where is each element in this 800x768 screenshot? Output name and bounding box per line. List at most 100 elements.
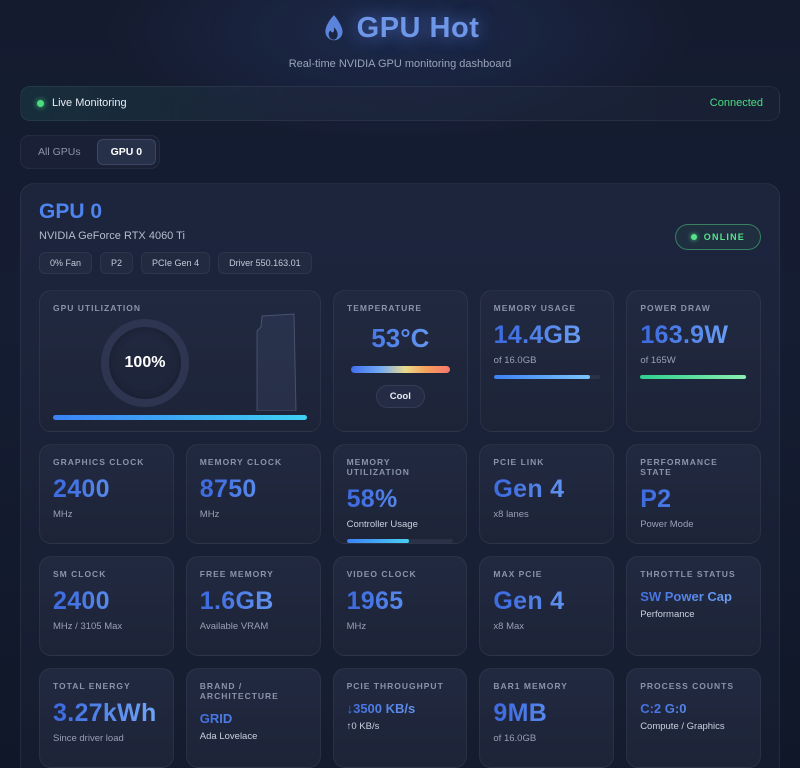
utilization-value: 100% <box>124 353 166 371</box>
online-status-badge: ONLINE <box>674 223 761 250</box>
performance-state-sub: Power Mode <box>640 518 694 530</box>
card-label: BAR1 MEMORY <box>493 680 568 691</box>
tab-all-gpus[interactable]: All GPUs <box>38 145 81 158</box>
app-header: GPU Hot Real-time NVIDIA GPU monitoring … <box>20 0 780 70</box>
sm-clock-sub: MHz / 3105 Max <box>53 620 123 632</box>
utilization-history-chart <box>256 312 297 411</box>
tab-gpu-0[interactable]: GPU 0 <box>96 138 157 165</box>
process-counts-sub: Compute / Graphics <box>640 720 725 732</box>
stats-row-3: SM CLOCK 2400 MHz / 3105 Max FREE MEMORY… <box>39 555 761 656</box>
free-memory-sub: Available VRAM <box>199 620 269 632</box>
video-clock-value: 1965 <box>347 587 454 616</box>
pstate-pill: P2 <box>100 251 134 274</box>
live-monitoring-label: Live Monitoring <box>52 97 127 109</box>
gpu-panel: GPU 0 NVIDIA GeForce RTX 4060 Ti 0% Fan … <box>20 182 780 768</box>
gpu-header: GPU 0 NVIDIA GeForce RTX 4060 Ti 0% Fan … <box>39 200 312 274</box>
page-subtitle: Real-time NVIDIA GPU monitoring dashboar… <box>288 57 512 70</box>
throttle-status-value: SW Power Cap <box>640 589 747 604</box>
performance-state-value: P2 <box>640 485 747 514</box>
card-label: PCIE THROUGHPUT <box>346 680 444 691</box>
driver-pill: Driver 550.163.01 <box>218 251 312 274</box>
flame-icon <box>325 14 343 40</box>
pcie-link-sub: x8 lanes <box>493 508 529 520</box>
memory-usage-value: 14.4GB <box>494 321 601 350</box>
gpu-name: GPU 0 <box>39 199 103 223</box>
graphics-clock-value: 2400 <box>53 475 160 504</box>
card-pcie-link: PCIE LINK Gen 4 x8 lanes <box>479 443 615 544</box>
graphics-clock-sub: MHz <box>53 508 73 520</box>
power-draw-sub: of 165W <box>640 354 676 366</box>
total-energy-sub: Since driver load <box>53 732 124 744</box>
pcie-tx-value: ↑0 KB/s <box>346 720 380 732</box>
power-draw-bar <box>640 374 747 379</box>
stats-row-1: GPU UTILIZATION 100% TEMPERATURE 53°C Co… <box>39 289 761 432</box>
fan-pill: 0% Fan <box>39 251 93 274</box>
card-label: GRAPHICS CLOCK <box>53 456 145 467</box>
process-counts-value: C:2 G:0 <box>640 701 747 716</box>
live-monitoring-bar: Live Monitoring Connected <box>20 85 780 121</box>
card-max-pcie: MAX PCIE Gen 4 x8 Max <box>479 555 615 656</box>
stats-row-2: GRAPHICS CLOCK 2400 MHz MEMORY CLOCK 875… <box>39 443 761 544</box>
card-label: PCIE LINK <box>493 456 545 467</box>
live-status-dot-icon <box>37 99 44 107</box>
card-sm-clock: SM CLOCK 2400 MHz / 3105 Max <box>39 555 174 656</box>
pcie-link-value: Gen 4 <box>493 475 600 504</box>
card-bar1-memory: BAR1 MEMORY 9MB of 16.0GB <box>479 667 615 768</box>
memory-usage-sub: of 16.0GB <box>493 354 537 366</box>
memory-usage-bar <box>493 374 601 379</box>
stats-row-4: TOTAL ENERGY 3.27kWh Since driver load B… <box>39 667 761 768</box>
brand-value: GRID <box>200 711 307 726</box>
pcie-gen-pill: PCIe Gen 4 <box>141 251 211 274</box>
card-throttle-status: THROTTLE STATUS SW Power Cap Performance <box>626 555 761 656</box>
memory-clock-sub: MHz <box>199 508 220 520</box>
temperature-status-badge: Cool <box>375 384 425 408</box>
temperature-value: 53°C <box>347 323 454 354</box>
card-label: TEMPERATURE <box>347 302 423 313</box>
card-temperature: TEMPERATURE 53°C Cool <box>333 289 468 432</box>
bar1-memory-sub: of 16.0GB <box>493 732 537 744</box>
gpu-model: NVIDIA GeForce RTX 4060 Ti <box>39 229 185 242</box>
card-total-energy: TOTAL ENERGY 3.27kWh Since driver load <box>39 667 174 768</box>
brand-sub: Ada Lovelace <box>199 730 258 742</box>
memory-utilization-bar <box>346 538 454 543</box>
sm-clock-value: 2400 <box>53 587 160 616</box>
bar1-memory-value: 9MB <box>493 699 600 728</box>
gpu-info-pills: 0% Fan P2 PCIe Gen 4 Driver 550.163.01 <box>39 251 312 274</box>
card-video-clock: VIDEO CLOCK 1965 MHz <box>332 555 468 656</box>
card-label: MEMORY UTILIZATION <box>346 456 410 477</box>
gpu-tabs: All GPUs GPU 0 <box>20 134 161 169</box>
card-graphics-clock: GRAPHICS CLOCK 2400 MHz <box>39 443 174 544</box>
card-label: SM CLOCK <box>53 568 107 579</box>
card-label: MAX PCIE <box>493 568 543 579</box>
card-label: POWER DRAW <box>640 302 711 313</box>
total-energy-value: 3.27kWh <box>53 699 160 728</box>
memory-utilization-sub: Controller Usage <box>346 518 418 530</box>
card-label: VIDEO CLOCK <box>346 568 417 579</box>
max-pcie-sub: x8 Max <box>493 620 525 632</box>
card-memory-usage: MEMORY USAGE 14.4GB of 16.0GB <box>479 289 615 432</box>
card-label: PERFORMANCE STATE <box>640 456 718 477</box>
max-pcie-value: Gen 4 <box>493 587 600 616</box>
card-label: FREE MEMORY <box>199 568 274 579</box>
memory-utilization-value: 58% <box>347 485 454 514</box>
online-dot-icon <box>690 233 697 240</box>
card-label: GPU UTILIZATION <box>53 302 142 313</box>
card-memory-clock: MEMORY CLOCK 8750 MHz <box>185 443 321 544</box>
online-label: ONLINE <box>703 231 745 242</box>
free-memory-value: 1.6GB <box>200 587 307 616</box>
card-label: MEMORY USAGE <box>493 302 577 313</box>
card-label: PROCESS COUNTS <box>640 680 735 691</box>
card-pcie-throughput: PCIE THROUGHPUT ↓3500 KB/s ↑0 KB/s <box>332 667 468 768</box>
card-gpu-utilization: GPU UTILIZATION 100% <box>39 289 321 432</box>
card-brand-architecture: BRAND / ARCHITECTURE GRID Ada Lovelace <box>185 667 321 768</box>
card-process-counts: PROCESS COUNTS C:2 G:0 Compute / Graphic… <box>626 667 761 768</box>
card-power-draw: POWER DRAW 163.9W of 165W <box>626 289 761 432</box>
pcie-rx-value: ↓3500 KB/s <box>347 701 454 716</box>
memory-clock-value: 8750 <box>200 475 307 504</box>
card-performance-state: PERFORMANCE STATE P2 Power Mode <box>626 443 761 544</box>
page-title: GPU Hot <box>356 12 480 44</box>
utilization-progress-bar <box>53 414 307 420</box>
utilization-gauge: 100% <box>101 318 189 407</box>
card-free-memory: FREE MEMORY 1.6GB Available VRAM <box>185 555 321 656</box>
